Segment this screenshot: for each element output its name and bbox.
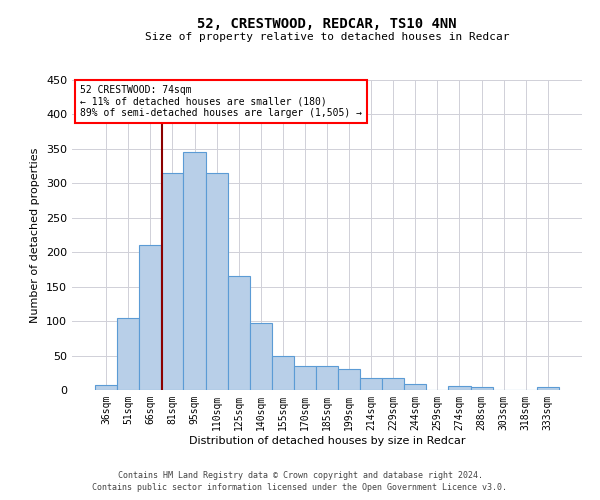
Bar	[537, 387, 559, 390]
Bar	[470, 386, 493, 390]
Bar	[161, 173, 184, 390]
Bar	[360, 378, 382, 390]
Text: Contains HM Land Registry data © Crown copyright and database right 2024.: Contains HM Land Registry data © Crown c…	[118, 471, 482, 480]
Bar	[139, 246, 161, 390]
Bar	[338, 370, 360, 390]
Bar	[95, 385, 117, 390]
Text: 52, CRESTWOOD, REDCAR, TS10 4NN: 52, CRESTWOOD, REDCAR, TS10 4NN	[197, 18, 457, 32]
Y-axis label: Number of detached properties: Number of detached properties	[31, 148, 40, 322]
Bar	[250, 323, 272, 390]
Bar	[448, 386, 470, 390]
Bar	[404, 384, 427, 390]
Bar	[206, 173, 227, 390]
Text: 52 CRESTWOOD: 74sqm
← 11% of detached houses are smaller (180)
89% of semi-detac: 52 CRESTWOOD: 74sqm ← 11% of detached ho…	[80, 84, 362, 118]
Bar	[316, 366, 338, 390]
X-axis label: Distribution of detached houses by size in Redcar: Distribution of detached houses by size …	[189, 436, 465, 446]
Bar	[117, 318, 139, 390]
Bar	[382, 378, 404, 390]
Bar	[272, 356, 294, 390]
Text: Size of property relative to detached houses in Redcar: Size of property relative to detached ho…	[145, 32, 509, 42]
Bar	[184, 152, 206, 390]
Bar	[227, 276, 250, 390]
Bar	[294, 366, 316, 390]
Text: Contains public sector information licensed under the Open Government Licence v3: Contains public sector information licen…	[92, 483, 508, 492]
